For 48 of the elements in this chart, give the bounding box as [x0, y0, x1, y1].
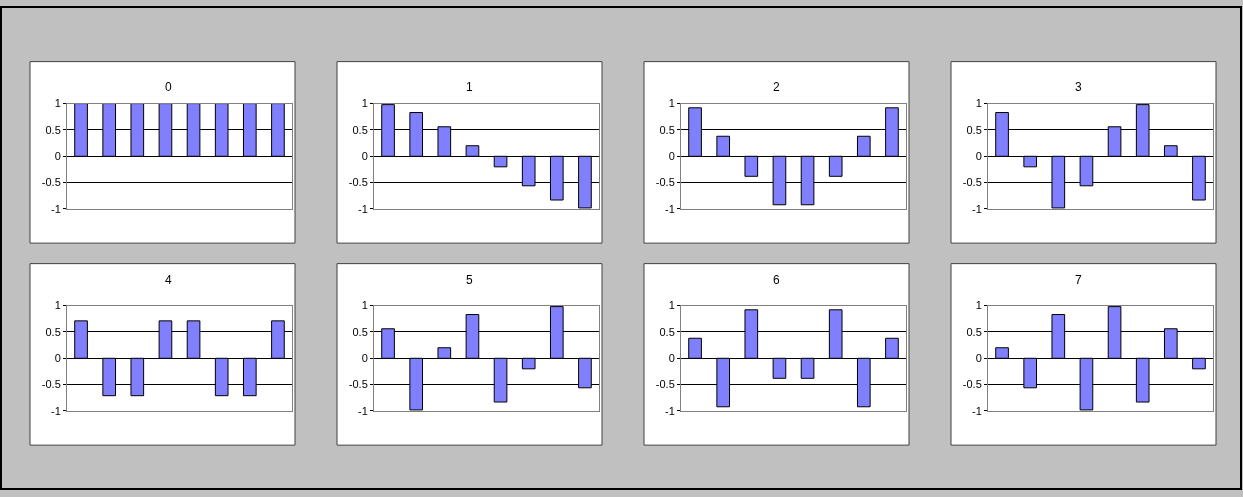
y-tick-label: 0: [975, 150, 982, 163]
y-tick-label: 0.5: [966, 123, 982, 136]
y-tick-label: 0: [54, 352, 61, 365]
y-tick-label: 0.5: [659, 123, 675, 136]
y-tick-label: -0.5: [962, 176, 982, 189]
y-tick-label: -1: [665, 202, 675, 215]
y-tick-label: -1: [665, 404, 675, 417]
y-tick-label: 0: [54, 150, 61, 163]
y-tick-label: -0.5: [348, 378, 368, 391]
y-tick-label: 0.5: [45, 123, 61, 136]
chart-title: 6: [773, 273, 780, 287]
y-tick-label: -1: [51, 202, 61, 215]
y-tick-label: 0.5: [659, 325, 675, 338]
y-tick-label: 0.5: [352, 123, 368, 136]
y-tick-label: 0.5: [352, 325, 368, 338]
y-tick-label: 1: [668, 299, 675, 312]
y-tick-label: 0: [361, 352, 368, 365]
y-tick-label: 1: [975, 97, 982, 110]
y-tick-label: 0: [668, 150, 675, 163]
y-tick-label: 0: [668, 352, 675, 365]
chart-title: 4: [165, 273, 172, 287]
y-tick-label: 1: [668, 97, 675, 110]
y-tick-label: -0.5: [655, 378, 675, 391]
y-tick-label: -0.5: [41, 378, 61, 391]
chart-title: 7: [1075, 273, 1082, 287]
y-tick-label: -0.5: [348, 176, 368, 189]
y-tick-label: 1: [361, 299, 368, 312]
chart-title: 5: [466, 273, 473, 287]
y-tick-label: 1: [54, 299, 61, 312]
y-tick-label: -1: [358, 202, 368, 215]
chart-title: 3: [1075, 80, 1082, 94]
y-tick-label: 1: [54, 97, 61, 110]
y-tick-label: -0.5: [655, 176, 675, 189]
y-tick-label: 0: [361, 150, 368, 163]
y-tick-label: 0.5: [45, 325, 61, 338]
y-tick-label: -0.5: [41, 176, 61, 189]
y-tick-label: -1: [358, 404, 368, 417]
chart-title: 2: [773, 80, 780, 94]
y-tick-label: -1: [972, 202, 982, 215]
y-tick-label: 0.5: [966, 325, 982, 338]
y-tick-label: -0.5: [962, 378, 982, 391]
y-tick-label: -1: [972, 404, 982, 417]
chart-title: 0: [165, 80, 172, 94]
y-tick-label: 1: [975, 299, 982, 312]
y-tick-label: -1: [51, 404, 61, 417]
y-tick-label: 1: [361, 97, 368, 110]
y-tick-label: 0: [975, 352, 982, 365]
chart-title: 1: [466, 80, 473, 94]
